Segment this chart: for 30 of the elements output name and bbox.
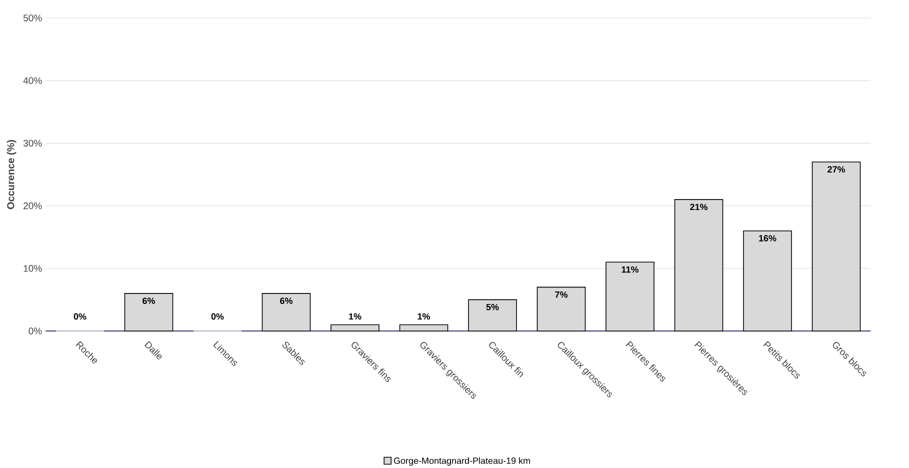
bar (743, 230, 792, 332)
bar (124, 293, 174, 332)
bar (330, 324, 380, 332)
bar (399, 324, 448, 332)
data-label: 6% (280, 298, 293, 304)
data-label: 7% (555, 291, 568, 298)
y-tick-label: 40% (23, 77, 42, 84)
data-label: 0% (211, 313, 224, 320)
data-label: 27% (828, 166, 846, 173)
data-label: 21% (690, 204, 708, 210)
legend-label: Gorge-Montagnard-Plateau-19 km (394, 457, 530, 466)
data-label: 6% (142, 298, 156, 304)
data-label: 0% (74, 313, 86, 320)
bar (812, 162, 861, 332)
data-label: 1% (349, 313, 362, 320)
bar (536, 286, 586, 332)
y-tick-label: 10% (24, 265, 42, 272)
bar (674, 199, 724, 332)
data-label: 5% (486, 304, 499, 310)
bar (262, 293, 311, 332)
data-label: 1% (418, 313, 430, 320)
data-label: 16% (759, 235, 776, 242)
y-axis-title: Occurence (%) (6, 140, 16, 210)
bar (606, 262, 654, 332)
y-tick-label: 50% (23, 14, 42, 22)
y-tick-label: 30% (23, 140, 42, 147)
data-label: 11% (622, 266, 639, 273)
bar (468, 299, 517, 332)
y-tick-label: 0% (28, 328, 42, 334)
y-tick-label: 20% (24, 202, 42, 210)
